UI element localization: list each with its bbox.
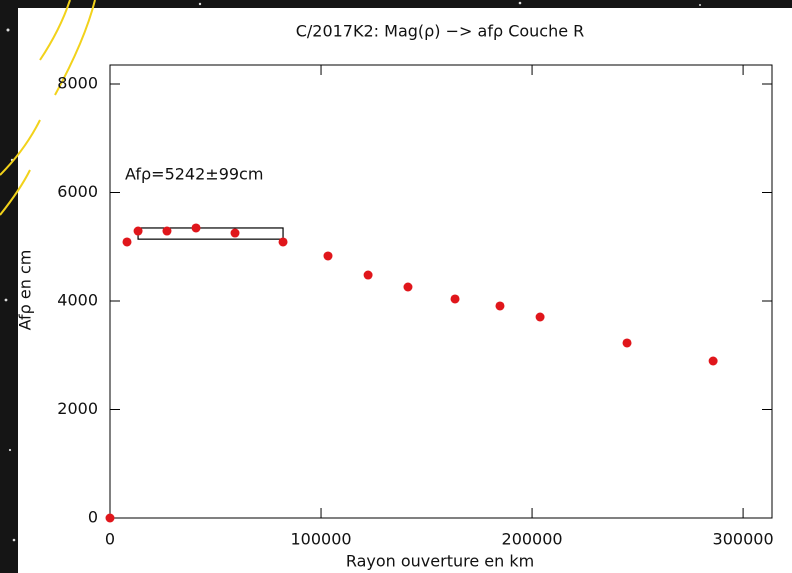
- annotation: Afρ=5242±99cm: [125, 165, 263, 184]
- data-point: [363, 270, 373, 280]
- y-axis-label: Afρ en cm: [16, 250, 35, 331]
- data-point: [495, 301, 505, 311]
- x-tick-label: 100000: [290, 530, 351, 549]
- y-tick-label: 6000: [57, 182, 98, 201]
- data-point: [450, 294, 460, 304]
- data-point: [403, 282, 413, 292]
- x-axis-label: Rayon ouverture en km: [346, 552, 534, 571]
- y-tick-label: 0: [88, 508, 98, 527]
- chart-panel: [18, 8, 792, 573]
- data-point: [323, 251, 333, 261]
- data-point: [105, 513, 115, 523]
- chart-title: C/2017K2: Mag(ρ) −> afρ Couche R: [296, 22, 585, 41]
- data-point: [535, 312, 545, 322]
- y-tick-label: 4000: [57, 290, 98, 309]
- data-point: [122, 237, 132, 247]
- x-tick-label: 0: [105, 530, 115, 549]
- data-point: [162, 226, 172, 236]
- data-point: [278, 237, 288, 247]
- x-tick-label: 200000: [502, 530, 563, 549]
- data-point: [622, 338, 632, 348]
- data-point: [230, 228, 240, 238]
- overlay-curves: [0, 0, 96, 216]
- y-tick-label: 8000: [57, 73, 98, 92]
- plot-frame: [109, 64, 773, 519]
- stars: [4, 1, 701, 542]
- y-tick-label: 2000: [57, 399, 98, 418]
- data-point: [708, 356, 718, 366]
- data-point: [191, 223, 201, 233]
- x-tick-label: 300000: [713, 530, 774, 549]
- data-point: [133, 226, 143, 236]
